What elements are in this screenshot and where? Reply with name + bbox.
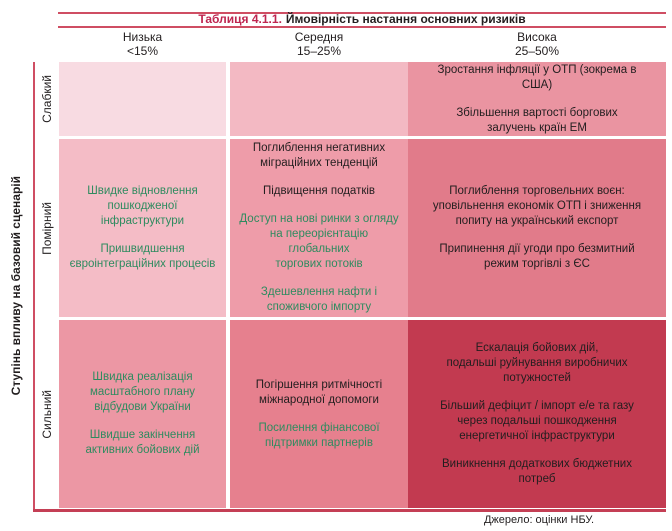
risk-cell-row1-col2: Поглиблення торговельних воєн: уповільне… [408,139,666,317]
risk-item: Ескалація бойових дій, подальші руйнуван… [446,342,628,384]
risk-cell-content: Поглиблення торговельних воєн: уповільне… [408,183,666,273]
axis-divider-rule [33,62,35,509]
risk-cell-content [59,98,226,100]
risk-cell-content [230,98,408,100]
risk-item: Більший дефіцит / імпорт е/е та газу чер… [440,400,634,442]
risk-cell-content: Погіршення ритмічності міжнародної допом… [230,377,408,452]
risk-cell-row0-col2: Зростання інфляції у ОТП (зокрема в США)… [408,62,666,136]
table-title: Таблиця 4.1.1. Ймовірність настання основ… [58,12,666,26]
risk-item: Доступ на нові ринки з огляду на переорі… [239,213,399,270]
row-label-text: Слабкий [40,75,54,123]
risk-item: Поглиблення торговельних воєн: уповільне… [432,185,642,227]
risk-cell-row2-col1: Погіршення ритмічності міжнародної допом… [230,320,408,508]
column-header-label: Низька [122,30,163,44]
risk-item: Припинення дії угоди про безмитний режим… [439,243,635,270]
title-underline-rule [58,26,666,28]
top-rule [58,12,666,14]
risk-item: Здешевлення нафти і споживчого імпорту [260,286,378,313]
risk-item: Погіршення ритмічності міжнародної допом… [255,378,383,406]
risk-item: Швидка реалізація масштабного плану відб… [89,371,196,413]
risk-item: Зростання інфляції у ОТП (зокрема в США) [437,63,637,91]
impact-axis-title: Ступінь впливу на базовий сценарій [0,62,32,509]
risk-item: Швидше закінчення активних бойових дій [85,429,200,456]
risk-item: Збільшення вартості боргових залучень кр… [456,106,618,134]
risk-cell-content: Швидке відновлення пошкодженої інфрастру… [59,183,226,273]
row-label-text: Сильний [40,389,54,439]
risk-item: Підвищення податків [262,185,376,197]
column-header-label: Середня [294,30,344,44]
column-header-medium: Середня 15–25% [230,30,408,58]
impact-axis-title-text: Ступінь впливу на базовий сценарій [9,175,23,396]
row-label-moderate: Помірний [36,139,58,317]
row-label-weak: Слабкий [36,62,58,136]
risk-cell-content: Поглиблення негативних міграційних тенде… [230,140,408,316]
column-header-label: Висока [517,30,557,44]
column-header-range: <15% [126,44,159,58]
risk-item: Швидке відновлення пошкодженої інфрастру… [87,185,198,227]
table-title-text: Ймовірність настання основних ризиків [285,12,526,26]
risk-cell-content: Швидка реалізація масштабного плану відб… [59,369,226,459]
row-label-strong: Сильний [36,320,58,508]
risk-cell-content: Ескалація бойових дій, подальші руйнуван… [408,340,666,488]
risk-cell-row0-col1 [230,62,408,136]
row-label-text: Помірний [40,201,54,255]
column-header-low: Низька <15% [59,30,226,58]
risk-item: Посилення фінансової підтримки партнерів [258,421,380,449]
risk-cell-row1-col1: Поглиблення негативних міграційних тенде… [230,139,408,317]
risk-cell-row2-col0: Швидка реалізація масштабного плану відб… [59,320,226,508]
risk-cell-content: Зростання інфляції у ОТП (зокрема в США)… [408,62,666,137]
table-number: Таблиця 4.1.1. [198,12,282,26]
risk-cell-row1-col0: Швидке відновлення пошкодженої інфрастру… [59,139,226,317]
bottom-rule [33,509,666,512]
column-header-high: Висока 25–50% [408,30,666,58]
column-header-range: 15–25% [296,44,342,58]
risk-item: Поглиблення негативних міграційних тенде… [252,142,386,169]
risk-cell-row0-col0 [59,62,226,136]
risk-item: Пришвидшення євроінтеграційних процесів [69,243,216,270]
risk-cell-row2-col2: Ескалація бойових дій, подальші руйнуван… [408,320,666,508]
risk-item: Виникнення додаткових бюджетних потреб [442,458,632,485]
column-header-range: 25–50% [514,44,560,58]
source-note: Джерело: оцінки НБУ. [483,514,594,526]
